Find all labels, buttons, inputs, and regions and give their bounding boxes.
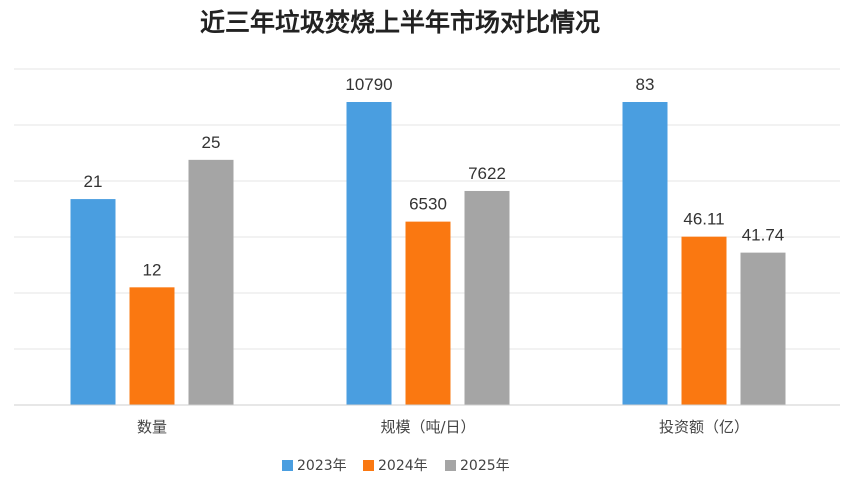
- data-label: 7622: [468, 164, 506, 183]
- legend-label: 2023年: [297, 458, 347, 474]
- bar: [188, 159, 234, 405]
- bar: [740, 252, 786, 405]
- legend-label: 2025年: [460, 458, 510, 474]
- bar: [346, 102, 392, 405]
- data-label: 6530: [409, 195, 447, 214]
- data-label: 46.11: [683, 210, 724, 229]
- data-labels: 21 12 25 10790 6530 7622 83 46.11 41.74: [84, 75, 785, 279]
- bar: [464, 190, 510, 405]
- bar: [622, 102, 668, 405]
- bars: [70, 102, 786, 405]
- category-label: 规模（吨/日）: [380, 418, 475, 436]
- legend-swatch-2025: [445, 460, 456, 471]
- data-label: 83: [636, 75, 655, 94]
- chart-title: 近三年垃圾焚烧上半年市场对比情况: [200, 8, 600, 37]
- data-label: 10790: [345, 75, 392, 94]
- bar: [681, 236, 727, 405]
- data-label: 12: [143, 260, 162, 279]
- data-label: 41.74: [742, 226, 785, 245]
- legend-label: 2024年: [378, 458, 428, 474]
- legend-swatch-2023: [282, 460, 293, 471]
- bar: [129, 287, 175, 405]
- bar: [405, 221, 451, 405]
- bar: [70, 199, 116, 405]
- category-label: 数量: [137, 418, 167, 436]
- data-label: 25: [202, 133, 221, 152]
- category-labels: 数量 规模（吨/日） 投资额（亿）: [137, 418, 749, 436]
- category-label: 投资额（亿）: [659, 418, 749, 436]
- legend: 2023年 2024年 2025年: [282, 458, 510, 474]
- legend-swatch-2024: [363, 460, 374, 471]
- data-label: 21: [84, 172, 103, 191]
